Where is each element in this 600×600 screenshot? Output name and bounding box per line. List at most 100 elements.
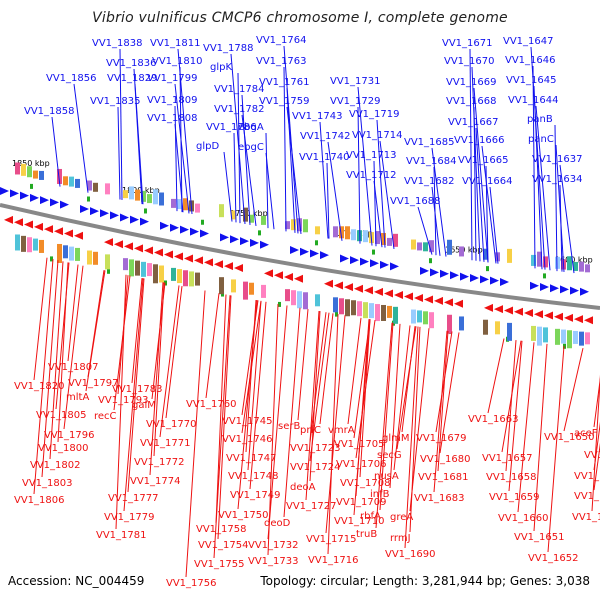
cog-block	[231, 210, 236, 220]
position-tick	[278, 301, 281, 307]
reverse-gene-arrow	[144, 246, 153, 255]
reverse-leader-line	[389, 323, 401, 489]
forward-gene-arrow	[580, 287, 589, 296]
forward-leader-line	[73, 83, 89, 193]
forward-leader-line	[174, 83, 190, 214]
reverse-gene-arrow	[354, 284, 363, 293]
forward-gene-label: VV1_1637	[532, 154, 583, 165]
forward-leader-line	[286, 87, 296, 233]
reverse-gene-label: galM	[132, 400, 156, 411]
forward-gene-label: VV1_1714	[352, 130, 403, 141]
forward-gene-label: VV1_1835	[90, 96, 141, 107]
forward-gene-label: VV1_1743	[292, 111, 343, 122]
cog-block	[345, 226, 350, 240]
reverse-gene-label: VV1_1797	[68, 378, 119, 389]
forward-gene-label: VV1_1731	[330, 76, 381, 87]
reverse-leader-line	[63, 265, 84, 430]
reverse-gene-label: vmrA	[328, 425, 355, 436]
forward-gene-label: VV1_1684	[406, 156, 457, 167]
cog-block	[153, 189, 158, 205]
cog-block	[333, 297, 338, 313]
reverse-gene-label: VV1_1800	[38, 443, 89, 454]
reverse-gene-label: VV1_1755	[194, 559, 245, 570]
reverse-leader-line	[247, 300, 262, 471]
cog-block	[15, 234, 20, 251]
cog-block	[447, 239, 452, 255]
cog-block	[135, 260, 140, 276]
cog-block	[555, 328, 560, 345]
cog-block	[339, 298, 344, 315]
forward-gene-label: panB	[527, 114, 553, 125]
reverse-gene-label: VV1_1710	[334, 516, 385, 527]
forward-leader-line	[237, 72, 241, 224]
cog-block	[303, 292, 308, 310]
forward-leader-line	[559, 184, 563, 272]
reverse-leader-line	[396, 326, 417, 450]
cog-block	[303, 219, 308, 233]
reverse-gene-arrow	[184, 254, 193, 263]
cog-block	[285, 289, 290, 302]
cog-block	[375, 231, 380, 245]
forward-gene-arrow	[30, 193, 39, 202]
forward-gene-arrow	[240, 237, 249, 246]
reverse-gene-arrow	[74, 231, 83, 240]
reverse-leader-line	[309, 312, 327, 443]
forward-gene-arrow	[110, 211, 119, 220]
forward-leader-line	[431, 186, 441, 256]
cog-block	[129, 186, 134, 200]
forward-gene-arrow	[120, 213, 129, 222]
reverse-leader-line	[115, 274, 127, 530]
forward-leader-line	[481, 145, 497, 264]
genome-stats: Topology: circular; Length: 3,281,944 bp…	[260, 574, 590, 588]
reverse-leader-line	[123, 278, 144, 512]
cog-block	[57, 168, 62, 184]
reverse-leader-line	[379, 322, 394, 511]
reverse-gene-arrow	[114, 240, 123, 249]
position-tick	[87, 196, 90, 202]
topology-value: circular	[320, 574, 365, 588]
forward-leader-line	[469, 48, 473, 261]
reverse-gene-arrow	[504, 306, 513, 315]
reverse-leader-line	[517, 342, 535, 513]
forward-gene-arrow	[300, 247, 309, 256]
forward-leader-line	[473, 106, 477, 261]
reverse-gene-label: VV1_1652	[528, 553, 579, 564]
position-tick	[164, 280, 167, 286]
cog-block	[567, 330, 572, 349]
cog-block	[507, 248, 512, 263]
reverse-gene-label: glmM	[382, 433, 410, 444]
forward-gene-arrow	[90, 207, 99, 216]
forward-gene-label: VV1_1685	[404, 137, 455, 148]
reverse-gene-arrow	[424, 295, 433, 304]
cog-block	[33, 238, 38, 251]
cog-block	[147, 194, 152, 204]
forward-gene-label: ebgA	[238, 122, 264, 133]
forward-gene-arrow	[540, 283, 549, 292]
reverse-leader-line	[404, 326, 419, 549]
cog-block	[393, 233, 398, 247]
reverse-gene-label: truB	[356, 529, 377, 540]
forward-leader-line	[134, 83, 144, 205]
forward-gene-arrow	[130, 215, 139, 224]
cog-block	[159, 192, 164, 206]
position-tick	[258, 230, 261, 236]
backbone-arc	[0, 203, 600, 310]
reverse-gene-label: VV1_1659	[489, 492, 540, 503]
cog-block	[75, 178, 80, 188]
reverse-gene-arrow	[224, 262, 233, 271]
cog-block	[195, 203, 200, 213]
reverse-leader-line	[67, 264, 79, 362]
forward-gene-label: VV1_1668	[446, 96, 497, 107]
forward-gene-label: VV1_1671	[442, 38, 493, 49]
cog-block	[555, 256, 560, 269]
forward-gene-arrow	[80, 205, 89, 214]
forward-gene-arrow	[10, 189, 19, 198]
forward-gene-arrow	[220, 233, 229, 242]
reverse-gene-label: VV1_1749	[230, 490, 281, 501]
reverse-gene-label: VV1_1820	[14, 381, 65, 392]
reverse-leader-line	[347, 317, 362, 425]
chromosome-backbone	[0, 203, 600, 310]
position-tick	[372, 249, 375, 255]
cog-block	[39, 239, 44, 253]
forward-gene-arrow	[250, 238, 259, 247]
